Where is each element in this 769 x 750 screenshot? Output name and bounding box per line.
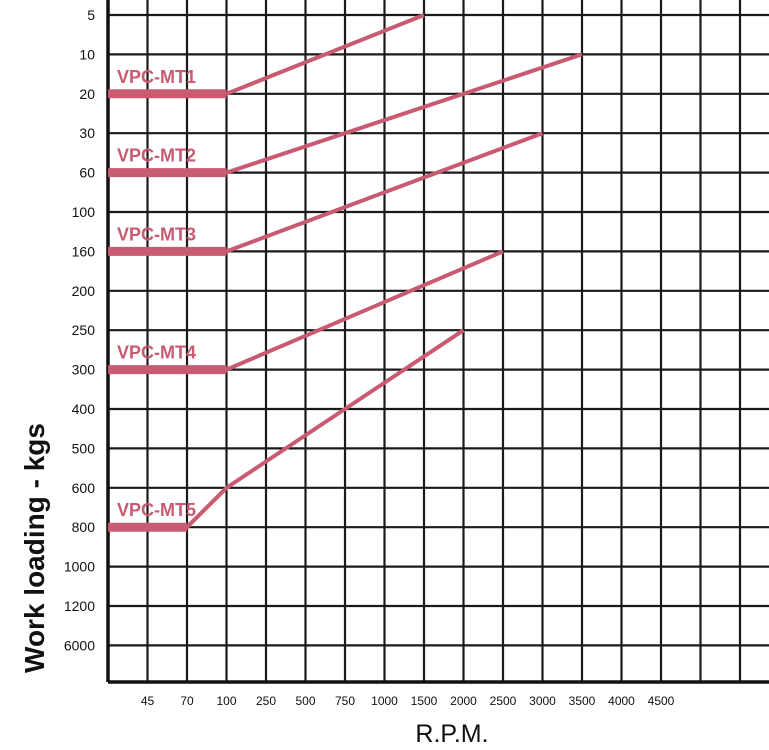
y-tick-label: 1000	[64, 559, 95, 575]
x-tick-label: 4000	[608, 694, 635, 708]
x-tick-label: 2000	[450, 694, 477, 708]
y-tick-label: 100	[72, 204, 96, 220]
y-tick-label: 6000	[64, 637, 95, 653]
x-tick-label: 100	[216, 694, 236, 708]
series-line	[108, 328, 465, 530]
y-ticks: 5 10 20 30 60 100 160 200 250 300 400 500 600 800 1000…	[64, 7, 95, 653]
x-tick-label: 750	[335, 694, 355, 708]
series-label: VPC-MT3	[117, 224, 196, 244]
series-label: VPC-MT5	[117, 500, 196, 520]
y-tick-label: 800	[72, 519, 96, 535]
series-label: VPC-MT4	[117, 343, 196, 363]
x-tick-label: 70	[180, 694, 194, 708]
y-tick-label: 400	[72, 401, 96, 417]
y-tick-label: 10	[79, 46, 95, 62]
y-tick-label: 600	[72, 480, 96, 496]
series-labels: VPC-MT1 VPC-MT2 VPC-MT3 VPC-MT4 VPC-MT5	[117, 67, 196, 520]
x-tick-label: 3000	[529, 694, 556, 708]
x-tick-label: 1000	[371, 694, 398, 708]
y-tick-label: 250	[72, 322, 96, 338]
x-tick-label: 250	[256, 694, 276, 708]
y-tick-label: 20	[79, 86, 95, 102]
y-tick-label: 200	[72, 283, 96, 299]
y-axis-title: Work loading - kgs	[19, 423, 50, 673]
y-tick-label: 30	[79, 125, 95, 141]
grid	[108, 0, 769, 682]
series-line	[108, 249, 504, 372]
y-tick-label: 500	[72, 440, 96, 456]
x-axis-title: R.P.M.	[415, 720, 488, 748]
x-tick-label: 4500	[648, 694, 675, 708]
y-tick-label: 1200	[64, 598, 95, 614]
series-line	[108, 13, 425, 96]
y-tick-label: 300	[72, 362, 96, 378]
series-layer	[108, 13, 583, 532]
x-tick-label: 2500	[490, 694, 517, 708]
y-tick-label: 160	[72, 243, 96, 259]
axes	[106, 0, 769, 684]
x-tick-label: 1500	[411, 694, 438, 708]
y-tick-label: 5	[87, 7, 95, 23]
series-label: VPC-MT1	[117, 67, 196, 87]
x-tick-label: 45	[141, 694, 155, 708]
x-tick-label: 500	[295, 694, 315, 708]
x-ticks: 45 70 100 250 500 750 1000 1500 2000 2500 3000 3500…	[141, 694, 675, 708]
series-line	[108, 52, 583, 175]
x-tick-label: 3500	[569, 694, 596, 708]
series-line	[108, 131, 544, 254]
series-label: VPC-MT2	[117, 146, 196, 166]
y-tick-label: 60	[79, 165, 95, 181]
